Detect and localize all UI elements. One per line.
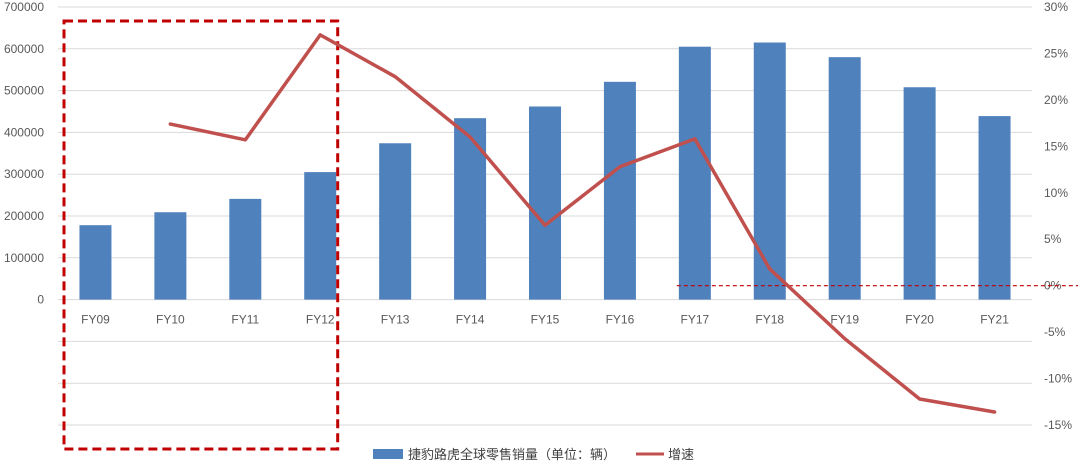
annotations xyxy=(62,19,1078,451)
bar-FY12 xyxy=(304,172,337,300)
legend-bar-swatch xyxy=(373,449,403,459)
growth-point-FY18 xyxy=(768,267,771,271)
left-tick-label: 100000 xyxy=(4,251,44,265)
sales-bars xyxy=(79,42,1011,300)
growth-point-FY11 xyxy=(244,138,247,142)
growth-point-FY17 xyxy=(693,137,697,141)
x-tick-label: FY17 xyxy=(681,313,710,327)
left-tick-label: 600000 xyxy=(4,42,44,56)
legend-bar-label: 捷豹路虎全球零售销量（单位：辆） xyxy=(408,447,616,463)
growth-line xyxy=(168,33,997,414)
growth-point-FY21 xyxy=(993,410,996,414)
bar-FY11 xyxy=(229,198,262,300)
bar-FY21 xyxy=(978,116,1011,300)
right-tick-label: 10% xyxy=(1044,186,1068,200)
x-tick-label: FY10 xyxy=(156,313,185,327)
growth-point-FY20 xyxy=(918,397,921,401)
right-axis-labels: 30% 25% 20% 15% 10% 5% 0% -5% -10% -15% xyxy=(1044,0,1072,432)
bar-FY13 xyxy=(379,143,412,300)
bar-FY16 xyxy=(603,81,636,300)
growth-point-FY10 xyxy=(169,122,172,126)
x-tick-label: FY18 xyxy=(755,313,784,327)
x-tick-label: FY16 xyxy=(606,313,635,327)
growth-line-path xyxy=(168,33,997,414)
bar-FY14 xyxy=(454,118,487,300)
x-tick-label: FY11 xyxy=(231,313,259,327)
bar-FY20 xyxy=(903,87,936,300)
bar-FY10 xyxy=(154,212,187,300)
x-tick-label: FY14 xyxy=(456,313,485,327)
left-tick-label: 500000 xyxy=(4,84,44,98)
growth-point-FY12 xyxy=(319,33,322,37)
right-tick-label: 0% xyxy=(1044,279,1062,293)
legend: 捷豹路虎全球零售销量（单位：辆） 增速 xyxy=(373,447,694,463)
x-tick-label: FY12 xyxy=(306,313,335,327)
bar-FY17 xyxy=(678,46,711,300)
growth-point-FY19 xyxy=(843,337,846,340)
x-tick-label: FY20 xyxy=(905,313,934,327)
left-tick-label: 700000 xyxy=(4,0,44,14)
bar-FY19 xyxy=(828,57,861,300)
right-tick-label: 15% xyxy=(1044,139,1068,153)
left-tick-label: 0 xyxy=(37,293,44,307)
growth-point-FY14 xyxy=(468,135,472,139)
growth-point-FY13 xyxy=(393,75,397,78)
right-tick-label: 5% xyxy=(1044,232,1062,246)
x-tick-label: FY13 xyxy=(381,313,410,327)
left-axis-labels: 700000 600000 500000 400000 300000 200000 1000… xyxy=(4,0,44,307)
growth-point-FY16 xyxy=(618,165,622,168)
x-tick-label: FY21 xyxy=(980,313,1009,327)
right-tick-label: -15% xyxy=(1044,418,1072,432)
x-axis-labels: FY09 FY10 FY11 FY12 FY13 FY14 FY15 FY16 FY17 FY18… xyxy=(81,313,1009,327)
left-tick-label: 200000 xyxy=(4,209,44,223)
right-tick-label: -5% xyxy=(1044,325,1066,339)
bar-FY09 xyxy=(79,225,112,300)
left-tick-label: 300000 xyxy=(4,167,44,181)
x-tick-label: FY19 xyxy=(830,313,859,327)
legend-line-label: 增速 xyxy=(668,448,694,463)
growth-point-FY15 xyxy=(543,224,547,227)
x-tick-label: FY15 xyxy=(531,313,560,327)
bar-FY18 xyxy=(753,42,786,300)
bar-FY15 xyxy=(529,106,561,300)
right-tick-label: 20% xyxy=(1044,93,1068,107)
right-tick-label: -10% xyxy=(1044,372,1072,386)
left-tick-label: 400000 xyxy=(4,125,44,139)
right-tick-label: 30% xyxy=(1044,0,1068,14)
right-tick-label: 25% xyxy=(1044,46,1068,60)
x-tick-label: FY09 xyxy=(81,313,110,327)
